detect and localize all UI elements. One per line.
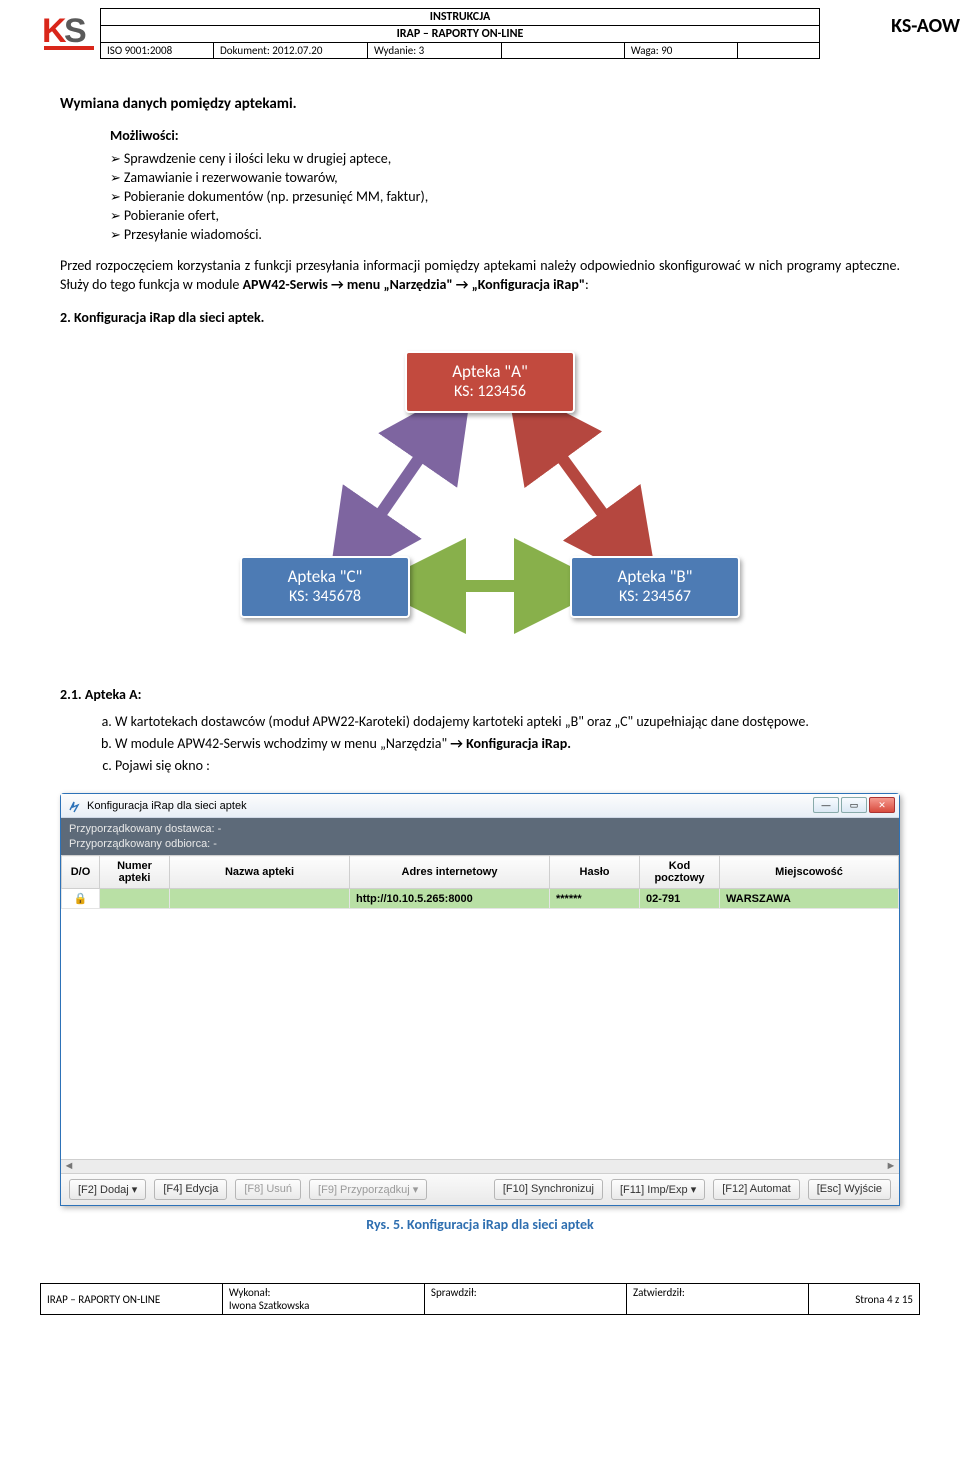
paragraph-intro: Przed rozpoczęciem korzystania z funkcji…: [60, 257, 900, 295]
data-grid[interactable]: D/O Numer apteki Nazwa apteki Adres inte…: [61, 855, 899, 1173]
footer-left: IRAP – RAPORTY ON-LINE: [41, 1284, 223, 1315]
header-wydanie-val: 3: [419, 44, 425, 57]
info-line-1: Przyporządkowany dostawca: -: [69, 822, 891, 836]
step-c: Pojawi się okno :: [115, 757, 900, 776]
cell-nazwa: [170, 889, 350, 909]
header-iso: ISO 9001:2008: [101, 43, 214, 59]
para1c: :: [585, 276, 589, 293]
f11-button[interactable]: [F11] Imp/Exp ▾: [611, 1179, 705, 1200]
bullet-3: Pobieranie dokumentów (np. przesunięć MM…: [110, 188, 900, 205]
horizontal-scrollbar[interactable]: ◄ ►: [61, 1159, 899, 1173]
f2-button[interactable]: [F2] Dodaj ▾: [69, 1179, 146, 1200]
node-c-line2: KS: 345678: [248, 587, 402, 606]
f4-button[interactable]: [F4] Edycja: [154, 1179, 227, 1200]
header-line1: INSTRUKCJA: [101, 9, 820, 26]
f9-button: [F9] Przyporządkuj ▾: [309, 1179, 427, 1200]
ks-aow-label: KS-AOW: [891, 14, 960, 38]
step-b-2: Konfiguracja iRap.: [463, 735, 571, 752]
footer-page: Strona 4 z 15: [808, 1284, 919, 1315]
cell-haslo: ******: [550, 889, 640, 909]
header-dokument-val: 2012.07.20: [272, 44, 322, 57]
step-b: W module APW42-Serwis wchodzimy w menu „…: [115, 735, 900, 754]
esc-button[interactable]: [Esc] Wyjście: [808, 1179, 891, 1200]
maximize-button[interactable]: ▭: [841, 797, 867, 813]
button-bar: [F2] Dodaj ▾ [F4] Edycja [F8] Usuń [F9] …: [61, 1173, 899, 1205]
node-b-line1: Apteka "B": [578, 566, 732, 587]
window-title: Konfiguracja iRap dla sieci aptek: [87, 800, 247, 812]
section-2: 2. Konfiguracja iRap dla sieci aptek.: [60, 309, 900, 326]
para1b: APW42-Serwis → menu „Narzędzia" → „Konfi…: [243, 276, 585, 293]
node-apteka-c: Apteka "C" KS: 345678: [240, 556, 410, 618]
close-button[interactable]: ✕: [869, 797, 895, 813]
header-wydanie-lbl: Wydanie:: [374, 44, 416, 57]
section-2-1: 2.1. Apteka A:: [60, 686, 900, 703]
footer-sprawdzil: Sprawdził:: [424, 1284, 626, 1315]
mozliwosci-label: Możliwości:: [110, 127, 900, 144]
node-a-line1: Apteka "A": [413, 361, 567, 382]
col-nazwa[interactable]: Nazwa apteki: [170, 856, 350, 889]
app-icon: [67, 799, 81, 813]
grid-empty-area[interactable]: [61, 909, 899, 1159]
pharmacy-diagram: Apteka "A" KS: 123456 Apteka "C" KS: 345…: [200, 351, 760, 651]
col-do[interactable]: D/O: [62, 856, 100, 889]
minimize-button[interactable]: —: [813, 797, 839, 813]
cell-kod: 02-791: [640, 889, 720, 909]
logo: K S: [40, 8, 100, 56]
f8-button: [F8] Usuń: [235, 1179, 301, 1200]
node-apteka-a: Apteka "A" KS: 123456: [405, 351, 575, 413]
footer-table: IRAP – RAPORTY ON-LINE Wykonał: Iwona Sz…: [40, 1283, 920, 1315]
cell-numer: [100, 889, 170, 909]
col-haslo[interactable]: Hasło: [550, 856, 640, 889]
col-adres[interactable]: Adres internetowy: [350, 856, 550, 889]
header-dokument: Dokument: 2012.07.20: [213, 43, 367, 59]
col-numer[interactable]: Numer apteki: [100, 856, 170, 889]
node-a-line2: KS: 123456: [413, 382, 567, 401]
header-dokument-lbl: Dokument:: [220, 44, 270, 57]
header-wydanie: Wydanie: 3: [368, 43, 502, 59]
bullet-1: Sprawdzenie ceny i ilości leku w drugiej…: [110, 150, 900, 167]
scroll-left-icon[interactable]: ◄: [61, 1160, 77, 1173]
footer-wykonal-val: Iwona Szatkowska: [229, 1299, 309, 1312]
titlebar[interactable]: Konfiguracja iRap dla sieci aptek — ▭ ✕: [61, 794, 899, 818]
info-line-2: Przyporządkowany odbiorca: -: [69, 837, 891, 851]
node-apteka-b: Apteka "B" KS: 234567: [570, 556, 740, 618]
cell-miejsc: WARSZAWA: [720, 889, 899, 909]
config-window: Konfiguracja iRap dla sieci aptek — ▭ ✕ …: [60, 793, 900, 1206]
footer-zatwierdzil: Zatwierdził:: [626, 1284, 808, 1315]
cell-adres: http://10.10.5.265:8000: [350, 889, 550, 909]
col-kod[interactable]: Kod pocztowy: [640, 856, 720, 889]
footer-wykonal-lbl: Wykonał:: [229, 1286, 271, 1299]
step-b-1: W module APW42-Serwis wchodzimy w menu „…: [115, 735, 450, 752]
table-row[interactable]: 🔒 http://10.10.5.265:8000 ****** 02-791 …: [62, 889, 899, 909]
header-waga-lbl: Waga:: [631, 44, 659, 57]
figure-caption: Rys. 5. Konfiguracja iRap dla sieci apte…: [60, 1216, 900, 1233]
arrow-a-c: [355, 421, 445, 551]
f10-button[interactable]: [F10] Synchronizuj: [494, 1179, 603, 1200]
scroll-right-icon[interactable]: ►: [883, 1160, 899, 1173]
header-blank: [501, 43, 624, 59]
svg-text:S: S: [64, 12, 87, 50]
step-b-arrow: →: [450, 735, 463, 752]
bullet-4: Pobieranie ofert,: [110, 207, 900, 224]
infobar: Przyporządkowany dostawca: - Przyporządk…: [61, 818, 899, 855]
arrow-a-b: [535, 421, 630, 551]
header-blank2: [737, 43, 819, 59]
header-waga: Waga: 90: [624, 43, 737, 59]
header-line2: IRAP – RAPORTY ON-LINE: [101, 26, 820, 43]
lock-icon: 🔒: [74, 893, 88, 905]
bullet-5: Przesyłanie wiadomości.: [110, 226, 900, 243]
header-waga-val: 90: [661, 44, 672, 57]
heading-exchange: Wymiana danych pomiędzy aptekami.: [60, 95, 900, 113]
col-miejsc[interactable]: Miejscowość: [720, 856, 899, 889]
f12-button[interactable]: [F12] Automat: [713, 1179, 799, 1200]
node-c-line1: Apteka "C": [248, 566, 402, 587]
node-b-line2: KS: 234567: [578, 587, 732, 606]
step-a: W kartotekach dostawców (moduł APW22-Kar…: [115, 713, 900, 732]
bullet-2: Zamawianie i rezerwowanie towarów,: [110, 169, 900, 186]
